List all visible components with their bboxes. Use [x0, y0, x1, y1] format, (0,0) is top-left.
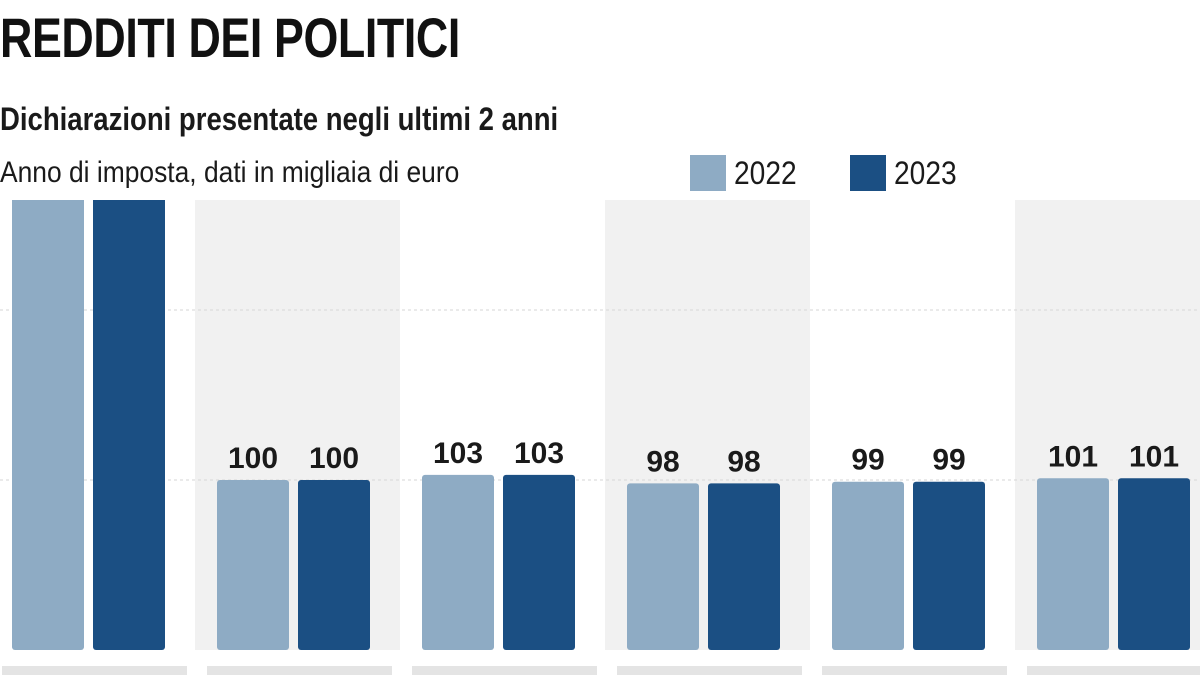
data-label-2023: 99 — [932, 444, 965, 477]
category-tab — [617, 666, 802, 675]
legend-label-2022: 2022 — [734, 155, 797, 191]
data-label-2023: 100 — [309, 442, 359, 475]
category-tab — [412, 666, 597, 675]
legend-item-2023: 2023 — [850, 155, 965, 191]
bar-2023 — [708, 483, 780, 650]
legend-item-2022: 2022 — [690, 155, 805, 191]
bar-2022 — [832, 481, 904, 650]
bar-2022 — [627, 483, 699, 650]
bar-2023 — [298, 480, 370, 650]
bar-2023 — [93, 200, 165, 650]
category-tab — [1027, 666, 1200, 675]
bar-2022 — [12, 200, 84, 650]
data-label-2022: 99 — [851, 444, 884, 477]
bar-chart: 29410010398991014601001039899101 — [0, 200, 1200, 675]
chart-subtitle: Dichiarazioni presentate negli ultimi 2 … — [0, 101, 559, 137]
data-label-2023: 103 — [514, 437, 564, 470]
bar-2022 — [1037, 478, 1109, 650]
data-label-2023: 101 — [1129, 440, 1179, 473]
bar-2022 — [422, 474, 494, 650]
chart-title: REDDITI DEI POLITICI — [0, 6, 460, 69]
bar-2022 — [217, 480, 289, 650]
data-label-2023: 98 — [727, 445, 760, 478]
category-tab — [2, 666, 187, 675]
data-label-2022: 103 — [433, 437, 483, 470]
bar-2023 — [503, 474, 575, 650]
legend-swatch-2022 — [690, 155, 726, 191]
category-tab — [822, 666, 1007, 675]
data-label-2022: 100 — [228, 442, 278, 475]
data-label-2022: 101 — [1048, 440, 1098, 473]
bar-2023 — [913, 481, 985, 650]
legend-swatch-2023 — [850, 155, 886, 191]
bar-2023 — [1118, 478, 1190, 650]
data-label-2022: 98 — [646, 445, 679, 478]
category-tab — [207, 666, 392, 675]
chart-note: Anno di imposta, dati in migliaia di eur… — [0, 156, 460, 189]
legend-label-2023: 2023 — [894, 155, 957, 191]
